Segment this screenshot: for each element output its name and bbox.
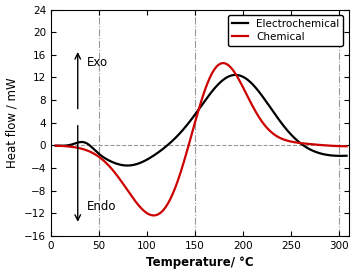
Chemical: [221, 61, 225, 65]
Electrochemical: [104, 157, 108, 161]
Line: Chemical: Chemical: [56, 63, 346, 215]
Chemical: [339, 145, 343, 148]
Text: Endo: Endo: [87, 200, 116, 213]
Text: Exo: Exo: [87, 56, 108, 69]
Chemical: [54, 144, 58, 147]
Electrochemical: [178, 131, 182, 135]
Electrochemical: [339, 154, 343, 158]
Chemical: [104, 161, 108, 165]
Chemical: [178, 173, 182, 176]
Chemical: [308, 142, 312, 146]
Electrochemical: [308, 148, 312, 151]
Legend: Electrochemical, Chemical: Electrochemical, Chemical: [228, 15, 343, 46]
Electrochemical: [344, 154, 349, 157]
Chemical: [152, 214, 156, 217]
Electrochemical: [125, 164, 130, 167]
X-axis label: Temperature/ °C: Temperature/ °C: [146, 257, 253, 269]
Electrochemical: [165, 144, 170, 147]
Chemical: [87, 150, 91, 153]
Electrochemical: [54, 144, 58, 147]
Chemical: [165, 203, 170, 206]
Electrochemical: [233, 73, 237, 76]
Electrochemical: [87, 143, 91, 147]
Line: Electrochemical: Electrochemical: [56, 75, 346, 166]
Y-axis label: Heat flow / mW: Heat flow / mW: [6, 78, 18, 168]
Chemical: [344, 145, 349, 148]
